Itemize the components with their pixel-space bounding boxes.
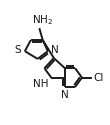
- Text: NH$_2$: NH$_2$: [32, 14, 53, 27]
- Text: NH: NH: [33, 79, 49, 89]
- Text: Cl: Cl: [93, 73, 103, 83]
- Text: N: N: [61, 90, 69, 100]
- Text: S: S: [15, 45, 21, 55]
- Text: N: N: [51, 45, 59, 55]
